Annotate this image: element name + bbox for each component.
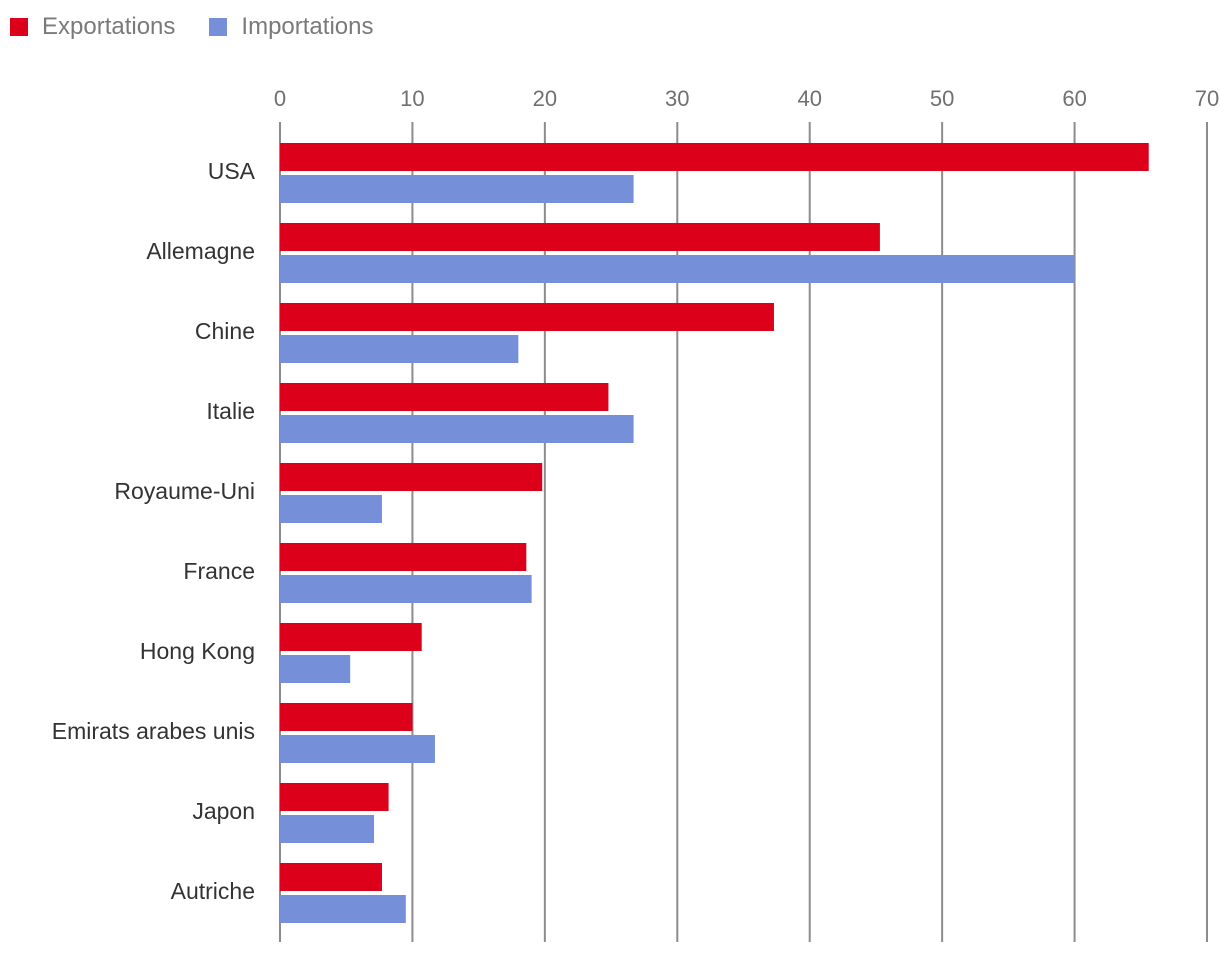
category-label-emirats-arabes-unis: Emirats arabes unis [52,718,255,744]
bar-importations-hong-kong [280,655,351,683]
category-label-usa: USA [208,158,256,184]
bar-importations-usa [280,175,634,203]
bar-exportations-hong-kong [280,623,422,651]
bar-exportations-royaume-uni [280,463,543,491]
x-tick-label-30: 30 [665,86,689,111]
x-tick-label-60: 60 [1062,86,1086,111]
bar-exportations-chine [280,303,774,331]
bar-exportations-usa [280,143,1149,171]
bar-importations-emirats-arabes-unis [280,735,435,763]
x-tick-label-70: 70 [1195,86,1219,111]
legend-label-exportations: Exportations [42,13,176,40]
category-label-chine: Chine [195,318,255,344]
bar-exportations-allemagne [280,223,880,251]
legend-item-importations: Importations [209,13,373,41]
category-label-japon: Japon [192,798,255,824]
legend-swatch-importations [209,18,228,36]
x-tick-label-40: 40 [797,86,821,111]
bar-importations-japon [280,815,375,843]
bar-importations-allemagne [280,255,1075,283]
bar-importations-royaume-uni [280,495,382,523]
x-tick-label-10: 10 [400,86,424,111]
bar-importations-chine [280,335,519,363]
legend-item-exportations: Exportations [10,13,175,41]
bar-importations-autriche [280,895,406,923]
chart-legend: Exportations Importations [10,12,373,42]
bar-exportations-japon [280,783,389,811]
bar-importations-italie [280,415,634,443]
bar-importations-france [280,575,532,603]
category-label-hong-kong: Hong Kong [140,638,255,664]
bars [280,143,1149,923]
category-label-france: France [183,558,255,584]
bar-exportations-autriche [280,863,382,891]
x-tick-label-50: 50 [930,86,954,111]
category-label-autriche: Autriche [171,878,255,904]
x-axis-ticks: 0 10 20 30 40 50 60 70 [274,86,1219,111]
legend-swatch-exportations [10,18,28,36]
legend-label-importations: Importations [241,13,374,40]
bar-exportations-france [280,543,527,571]
bar-exportations-italie [280,383,609,411]
x-tick-label-0: 0 [274,86,286,111]
category-label-allemagne: Allemagne [146,238,255,264]
bar-exportations-emirats-arabes-unis [280,703,413,731]
category-label-italie: Italie [206,398,255,424]
category-label-royaume-uni: Royaume-Uni [114,478,255,504]
category-labels: USA Allemagne Chine Italie Royaume-Uni France… [52,158,256,904]
x-tick-label-20: 20 [533,86,557,111]
